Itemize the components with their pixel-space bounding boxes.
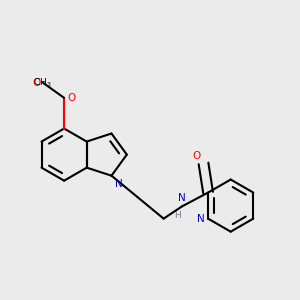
- Text: O: O: [192, 151, 200, 161]
- Text: N: N: [197, 214, 204, 224]
- Text: N: N: [115, 179, 122, 189]
- Text: H: H: [174, 211, 181, 220]
- Text: CH$_3$: CH$_3$: [33, 76, 52, 89]
- Text: N: N: [178, 193, 186, 203]
- Text: O: O: [33, 77, 41, 88]
- Text: O: O: [68, 93, 76, 103]
